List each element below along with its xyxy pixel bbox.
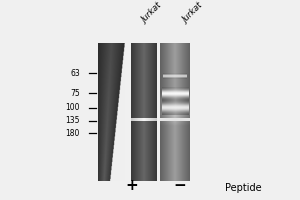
- Text: 135: 135: [65, 116, 80, 125]
- Text: Jurkat: Jurkat: [182, 2, 205, 25]
- Text: Jurkat: Jurkat: [140, 2, 163, 25]
- Text: −: −: [173, 178, 186, 193]
- Text: +: +: [126, 178, 139, 193]
- Text: 180: 180: [65, 129, 80, 138]
- Text: 63: 63: [70, 69, 80, 78]
- Text: Peptide: Peptide: [225, 183, 261, 193]
- Text: 75: 75: [70, 89, 80, 98]
- Text: 100: 100: [65, 103, 80, 112]
